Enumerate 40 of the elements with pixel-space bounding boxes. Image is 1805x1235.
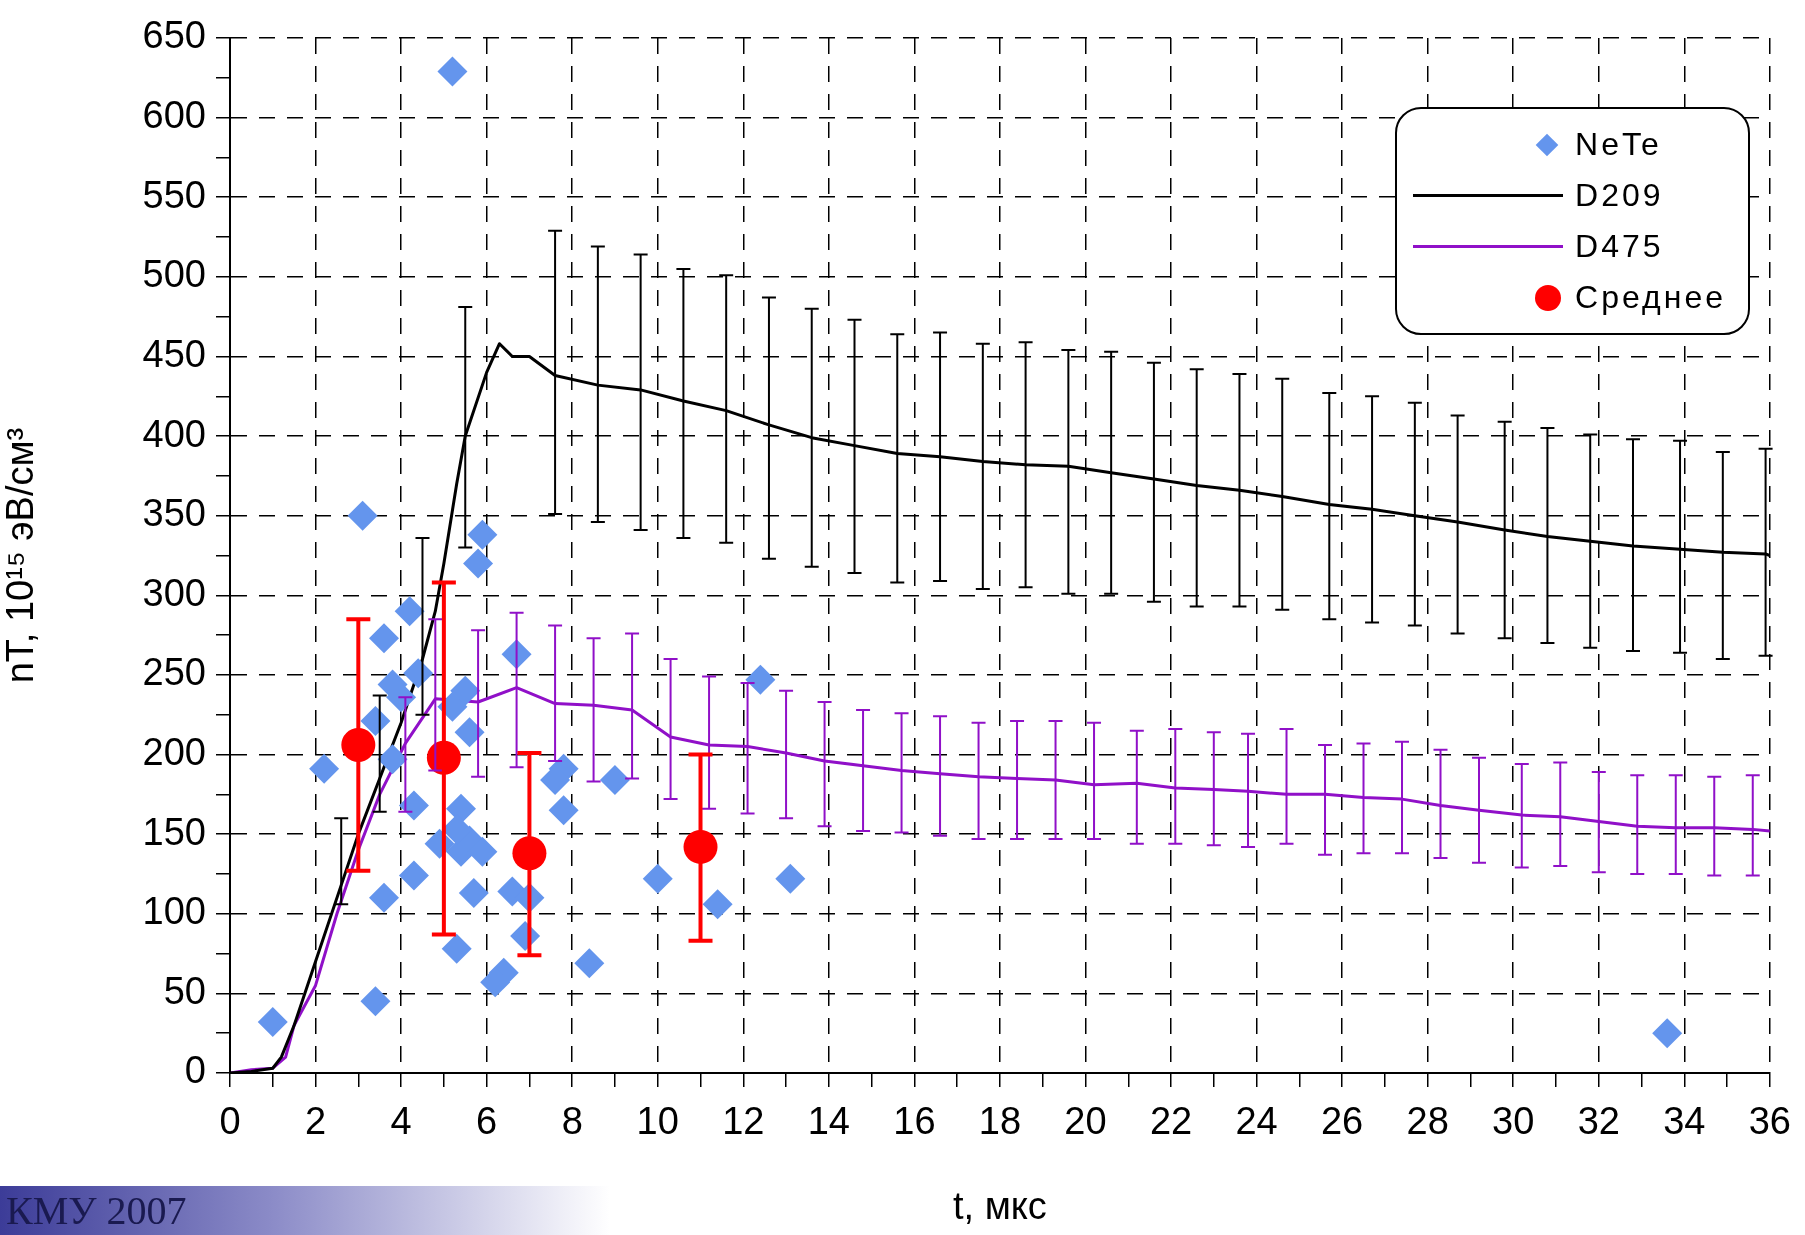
- y-tick-label: 150: [142, 810, 206, 853]
- x-tick-label: 20: [1064, 1100, 1107, 1143]
- x-tick-label: 4: [390, 1100, 412, 1143]
- legend-label: NeTe: [1575, 126, 1662, 163]
- x-tick-label: 24: [1235, 1100, 1278, 1143]
- x-tick-label: 6: [476, 1100, 498, 1143]
- y-tick-label: 650: [142, 14, 206, 57]
- x-tick-label: 30: [1492, 1100, 1535, 1143]
- y-tick-label: 350: [142, 492, 206, 535]
- y-tick-label: 550: [142, 173, 206, 216]
- y-tick-label: 200: [142, 731, 206, 774]
- y-tick-label: 100: [142, 890, 206, 933]
- y-tick-label: 300: [142, 571, 206, 614]
- y-tick-label: 50: [163, 969, 206, 1012]
- x-tick-label: 26: [1320, 1100, 1364, 1143]
- x-tick-label: 8: [561, 1100, 583, 1143]
- x-tick-label: 18: [978, 1100, 1022, 1143]
- y-axis-title: nT, 10¹⁵ эВ/см³: [0, 427, 42, 684]
- legend-label: D209: [1575, 177, 1664, 214]
- x-tick-label: 2: [304, 1100, 327, 1143]
- x-tick-label: 34: [1663, 1100, 1706, 1143]
- x-tick-label: 22: [1149, 1100, 1193, 1143]
- y-tick-label: 250: [142, 651, 206, 694]
- x-tick-label: 36: [1748, 1100, 1792, 1143]
- y-tick-label: 450: [142, 332, 206, 375]
- x-tick-label: 10: [636, 1100, 679, 1143]
- x-tick-label: 12: [722, 1100, 765, 1143]
- y-tick-label: 400: [142, 412, 206, 455]
- x-tick-label: 0: [219, 1100, 241, 1143]
- x-axis-title: t, мкс: [953, 1184, 1047, 1227]
- y-tick-label: 600: [142, 94, 206, 137]
- legend-label: Среднее: [1575, 279, 1726, 316]
- y-tick-label: 0: [184, 1049, 206, 1092]
- x-tick-label: 28: [1406, 1100, 1449, 1143]
- y-tick-label: 500: [142, 253, 206, 296]
- x-tick-label: 32: [1577, 1100, 1620, 1143]
- x-tick-label: 14: [807, 1100, 850, 1143]
- text: КМУ 2007: [6, 1188, 187, 1234]
- x-tick-label: 16: [893, 1100, 936, 1143]
- legend-label: D475: [1575, 228, 1664, 265]
